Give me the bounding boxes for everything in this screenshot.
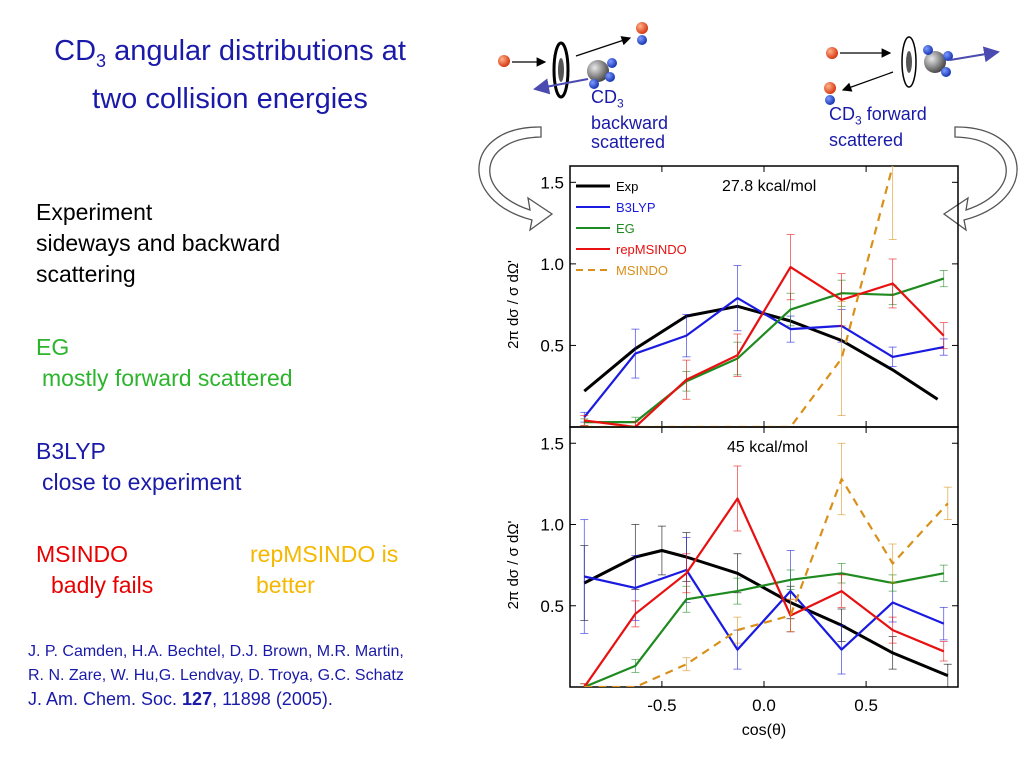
legend-label: MSINDO	[616, 263, 668, 278]
y-tick-label: 1.5	[540, 434, 564, 453]
series-line	[584, 277, 945, 424]
series-line	[583, 497, 945, 687]
series-line	[583, 572, 944, 687]
y-axis-label: 2π dσ / σ dΩ'	[505, 520, 522, 609]
series-line	[584, 568, 945, 651]
reference-journal: J. Am. Chem. Soc. 127, 11898 (2005).	[28, 689, 333, 709]
forward-scatter-diagram	[824, 36, 1000, 105]
x-tick-label: 0.5	[854, 696, 878, 715]
y-tick-label: 0.5	[540, 597, 564, 616]
y-tick-label: 0.5	[540, 336, 564, 355]
energy-annotation: 27.8 kcal/mol	[722, 178, 816, 195]
series-line	[583, 549, 949, 677]
backward-scatter-diagram	[498, 22, 648, 99]
legend-label: B3LYP	[616, 200, 656, 215]
x-axis-label: cos(θ)	[742, 722, 786, 739]
chart-panel-1: 0.5 1.0 1.5 2π dσ / σ dΩ' 27.8 kcal/mol Exp B3…	[505, 165, 959, 428]
energy-annotation: 45 kcal/mol	[727, 439, 808, 456]
backward-label: CD3 backward scattered	[591, 87, 669, 152]
eg-note: EG mostly forward scattered	[36, 334, 293, 391]
chart-panel-2: 0.5 1.0 1.5 -0.5 0.0 0.5 cos(θ) 2π dσ / σ dΩ' 45…	[505, 426, 959, 739]
x-tick-label: 0.0	[752, 696, 776, 715]
series-repmsindo	[580, 234, 948, 427]
plot-area	[580, 442, 952, 687]
forward-label: CD3 forward scattered	[829, 104, 927, 150]
legend: Exp B3LYP EG repMSINDO MSINDO	[576, 179, 687, 278]
b3lyp-note: B3LYP close to experiment	[36, 438, 242, 495]
legend-label: Exp	[616, 179, 638, 194]
curved-arrow-right-icon	[942, 126, 1018, 232]
x-tick-label: -0.5	[647, 696, 676, 715]
legend-label: EG	[616, 221, 635, 236]
legend-label: repMSINDO	[616, 242, 687, 257]
repmsindo-note: repMSINDO is better	[250, 541, 399, 598]
experiment-note: Experiment sideways and backward scatter…	[36, 199, 281, 287]
reference-authors: J. P. Camden, H.A. Bechtel, D.J. Brown, …	[28, 643, 404, 684]
series-exp	[580, 524, 952, 687]
plot-area	[580, 166, 948, 427]
series-line	[583, 297, 944, 418]
y-tick-label: 1.0	[540, 255, 564, 274]
y-axis-label: 2π dσ / σ dΩ'	[505, 260, 522, 349]
msindo-note: MSINDO badly fails	[36, 541, 154, 598]
series-line	[584, 477, 949, 687]
incoming-atom	[498, 55, 510, 67]
series-msindo	[584, 166, 897, 427]
slide-title: CD3 angular distributions at two collisi…	[54, 35, 406, 115]
series-line	[584, 266, 945, 427]
y-tick-label: 1.0	[540, 516, 564, 535]
curved-arrow-left-icon	[478, 126, 554, 232]
y-tick-label: 1.5	[540, 173, 564, 192]
series-msindo	[584, 442, 952, 687]
